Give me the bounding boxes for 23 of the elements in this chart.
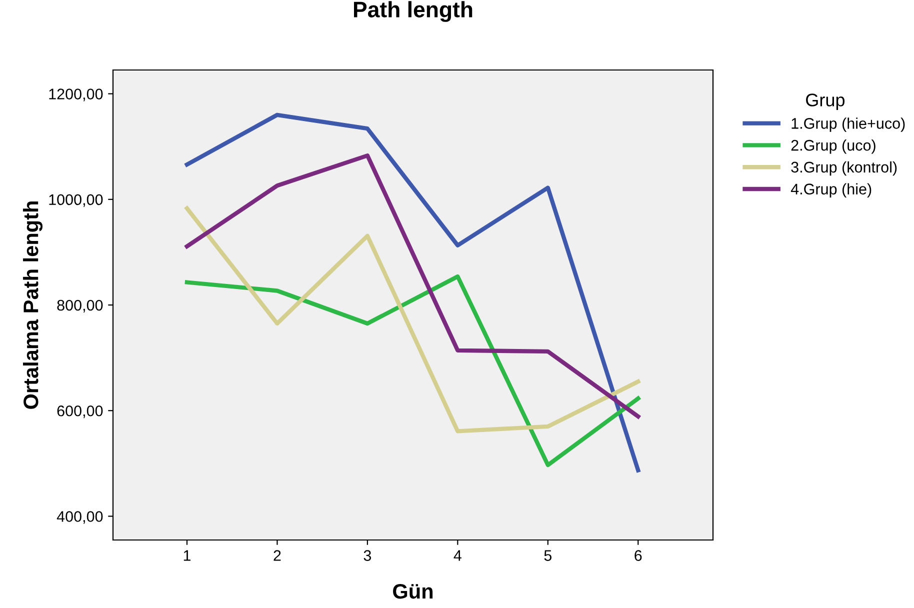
x-axis-title: Gün [393,584,433,599]
y-tick-label: 1000,00 [49,194,103,207]
x-tick-label: 4 [454,550,462,561]
x-tick-label: 5 [544,550,552,561]
legend-label: 2.Grup (uco) [791,140,876,154]
y-axis-title: Ortalama Path length [22,202,43,409]
y-tick-label: 600,00 [57,405,103,418]
y-tick-label: 400,00 [56,511,103,524]
x-tick-label: 3 [364,550,372,561]
x-tick-label: 2 [274,550,281,561]
line-series [184,206,640,434]
x-tick-label: 1 [184,550,190,561]
legend-label: 1.Grup (hie+uco) [792,118,905,132]
y-tick-label: 1200,00 [49,88,103,102]
line-series [184,153,640,419]
x-tick-label: 6 [634,550,642,561]
legend-label: 4.Grup (hie) [790,183,872,198]
chart-title: Path length [354,1,472,22]
line-series [184,274,640,468]
y-tick-label: 800,00 [57,300,103,312]
line-series [184,112,640,472]
legend-title: Grup [806,94,845,110]
legend-label: 3.Grup (kontrol) [791,161,897,176]
